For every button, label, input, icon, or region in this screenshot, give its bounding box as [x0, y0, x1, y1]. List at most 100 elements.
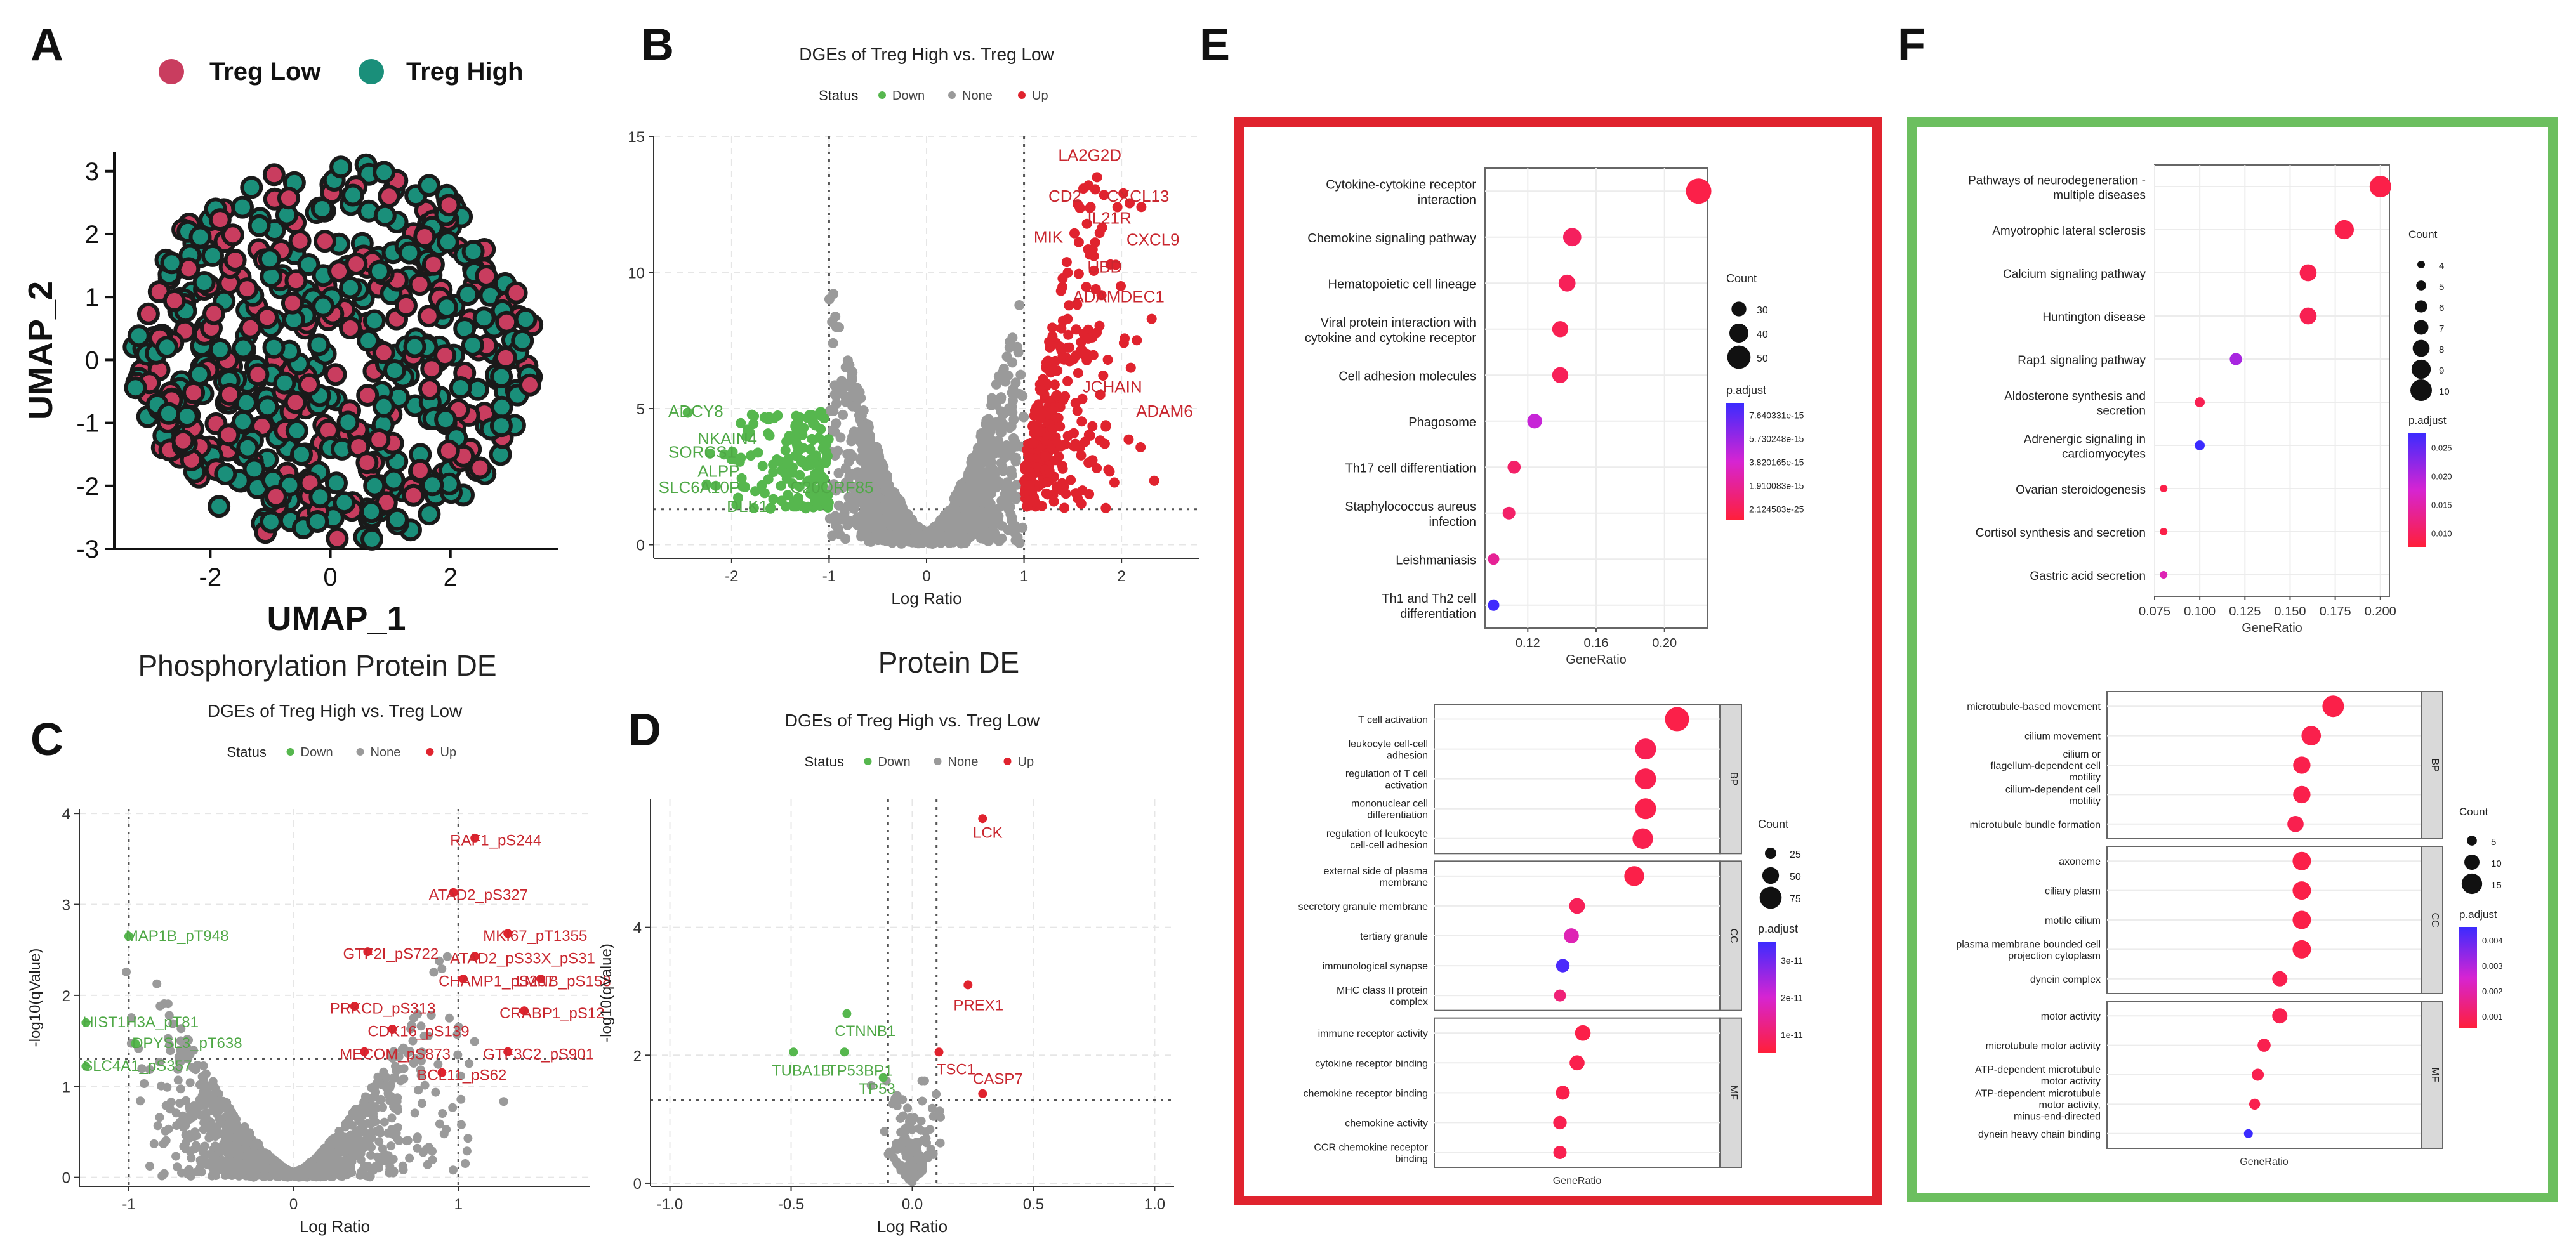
- gene-label-up: CRABP1_pS12: [499, 1005, 604, 1022]
- point-down: [810, 495, 821, 506]
- point-up: [1036, 414, 1046, 424]
- point-none: [380, 1117, 389, 1127]
- point-up: [470, 952, 480, 961]
- point-up: [1088, 265, 1099, 276]
- point-none: [979, 478, 990, 489]
- x-axis-title: GeneRatio: [1553, 1176, 1602, 1186]
- point-none: [866, 536, 876, 547]
- point-up: [449, 888, 458, 897]
- x-tick-label: 0.125: [2229, 605, 2261, 619]
- count-legend-label: 5: [2439, 282, 2444, 292]
- gene-label-down: SLC4A1_pS357: [83, 1058, 192, 1075]
- point-none: [185, 1106, 195, 1115]
- x-tick-label: 0.12: [1516, 636, 1540, 650]
- term-dot: [2229, 353, 2242, 365]
- term-dot: [2287, 815, 2304, 832]
- term-label: differentiation: [1367, 810, 1428, 821]
- term-label: plasma membrane bounded cell: [1956, 939, 2101, 950]
- point-none: [198, 1099, 208, 1109]
- point-none: [408, 1036, 418, 1046]
- term-dot: [1488, 599, 1500, 611]
- point-treg-low: [324, 363, 347, 386]
- point-up: [388, 1025, 397, 1034]
- point-none: [418, 1148, 428, 1157]
- point-down: [805, 444, 816, 454]
- point-none: [395, 1065, 404, 1074]
- term-dot: [2322, 695, 2344, 718]
- term-label: Gastric acid secretion: [2030, 570, 2146, 583]
- point-treg-high: [297, 253, 320, 276]
- point-none: [865, 463, 876, 473]
- point-none: [231, 1169, 241, 1179]
- point-up: [1044, 466, 1055, 476]
- panel-heading: Phosphorylation Protein DE: [138, 649, 496, 682]
- point-treg-high: [273, 371, 296, 395]
- point-none: [433, 1060, 443, 1069]
- count-legend-dot: [2461, 873, 2483, 895]
- gene-label-up: MECOM_pS873: [340, 1046, 451, 1063]
- point-none: [420, 1080, 430, 1090]
- legend-dot-up: [1018, 91, 1026, 99]
- point-down: [787, 478, 798, 489]
- term-dot: [2249, 1098, 2261, 1110]
- group-strip-label: MF: [1728, 1086, 1739, 1100]
- point-none: [368, 1106, 378, 1116]
- point-up: [1062, 313, 1073, 324]
- point-down: [748, 502, 759, 513]
- legend-dot-treg-low: [159, 59, 184, 84]
- point-treg-high: [418, 502, 441, 526]
- x-tick-label: 0.075: [2139, 605, 2170, 619]
- point-none: [981, 515, 991, 526]
- point-none: [1012, 341, 1022, 352]
- point-none: [981, 419, 991, 430]
- point-none: [245, 1128, 254, 1138]
- term-label: microtubule-based movement: [1967, 702, 2101, 712]
- point-none: [173, 1075, 183, 1085]
- term-label: Pathways of neurodegeneration -: [1968, 174, 2146, 188]
- term-label: Chemokine signaling pathway: [1307, 232, 1476, 246]
- point-none: [889, 518, 900, 528]
- point-none: [274, 1165, 283, 1174]
- point-none: [889, 1153, 899, 1162]
- point-treg-high: [489, 414, 513, 438]
- point-none: [173, 1065, 183, 1074]
- point-treg-low: [235, 277, 259, 301]
- legend-label-none: None: [371, 745, 401, 759]
- term-label: ATP-dependent microtubule: [1975, 1065, 2101, 1075]
- y-tick-label: -2: [76, 473, 99, 501]
- x-axis-title: Log Ratio: [300, 1217, 370, 1236]
- term-label: T cell activation: [1358, 715, 1428, 726]
- point-treg-high: [418, 174, 441, 197]
- point-none: [925, 1125, 935, 1134]
- x-tick-label: 2: [1117, 568, 1125, 585]
- term-label: motile cilium: [2045, 915, 2101, 926]
- point-none: [393, 1123, 402, 1132]
- term-dot: [2293, 785, 2311, 804]
- x-tick-label: 0.0: [902, 1196, 923, 1213]
- point-up: [1061, 257, 1072, 268]
- point-none: [153, 1121, 162, 1131]
- gene-label-up: ADAMDEC1: [1073, 287, 1164, 306]
- term-label: Calcium signaling pathway: [2003, 268, 2146, 281]
- point-up: [1048, 405, 1059, 416]
- padj-legend-label: 3e-11: [1781, 955, 1803, 966]
- point-down: [737, 481, 748, 492]
- point-treg-low: [417, 305, 440, 328]
- point-up: [1125, 198, 1135, 209]
- legend-dot-none: [356, 748, 364, 756]
- point-up: [1085, 249, 1095, 260]
- count-legend-dot: [1727, 345, 1751, 369]
- y-tick-label: 0: [62, 1170, 70, 1187]
- term-label: dynein complex: [2030, 975, 2101, 985]
- point-down: [759, 488, 770, 499]
- term-dot: [2299, 264, 2317, 282]
- term-dot: [1635, 768, 1656, 790]
- term-label: differentiation: [1400, 607, 1476, 621]
- point-none: [168, 1019, 178, 1028]
- point-none: [398, 1161, 407, 1171]
- point-none: [1006, 465, 1017, 476]
- term-dot: [1553, 1145, 1567, 1159]
- point-none: [403, 1048, 413, 1058]
- point-down: [727, 447, 738, 457]
- point-treg-low: [288, 229, 312, 253]
